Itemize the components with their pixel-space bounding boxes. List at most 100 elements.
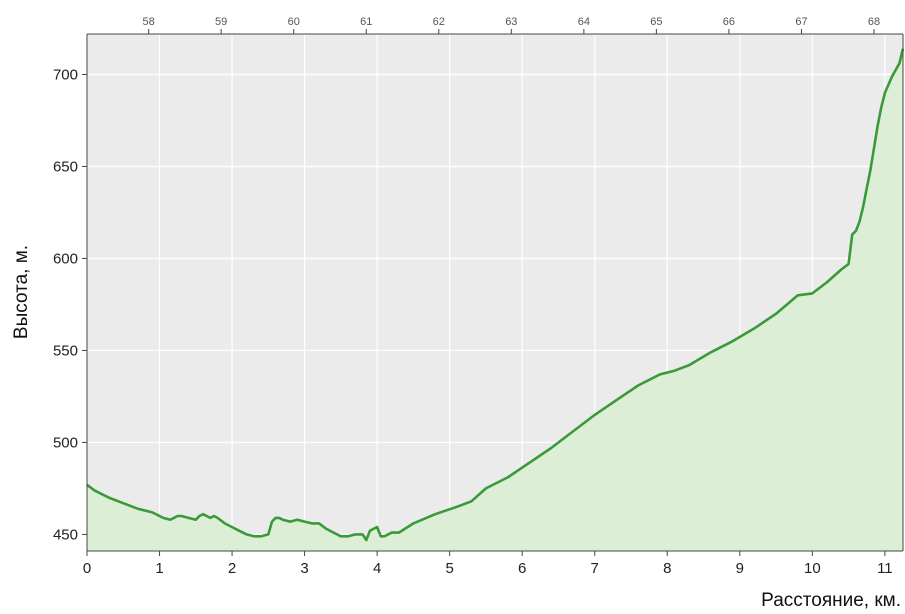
- data-point: [289, 520, 291, 522]
- data-point: [311, 522, 313, 524]
- top-tick-label: 66: [723, 16, 735, 28]
- data-point: [332, 531, 334, 533]
- data-point: [122, 502, 124, 504]
- data-point: [847, 263, 849, 265]
- top-tick-label: 68: [868, 16, 880, 28]
- data-point: [507, 476, 509, 478]
- data-point: [365, 539, 367, 541]
- y-tick-label: 450: [53, 526, 78, 543]
- data-point: [216, 517, 218, 519]
- data-point: [412, 522, 414, 524]
- data-point: [169, 519, 171, 521]
- x-tick-label: 4: [373, 560, 381, 577]
- y-tick-label: 500: [53, 434, 78, 451]
- y-axis-label: Высота, м.: [11, 245, 32, 339]
- data-point: [572, 430, 574, 432]
- data-point: [354, 533, 356, 535]
- data-point: [253, 535, 255, 537]
- data-point: [347, 535, 349, 537]
- data-point: [673, 370, 675, 372]
- data-point: [180, 515, 182, 517]
- top-tick-label: 64: [578, 16, 590, 28]
- data-point: [198, 515, 200, 517]
- data-point: [361, 533, 363, 535]
- x-tick-label: 3: [300, 560, 308, 577]
- data-point: [775, 313, 777, 315]
- data-point: [267, 533, 269, 535]
- top-tick-label: 61: [360, 16, 372, 28]
- data-point: [753, 327, 755, 329]
- data-point: [93, 489, 95, 491]
- data-point: [213, 515, 215, 517]
- data-point: [876, 125, 878, 127]
- data-point: [398, 531, 400, 533]
- data-point: [880, 106, 882, 108]
- data-point: [637, 384, 639, 386]
- top-tick-label: 63: [505, 16, 517, 28]
- data-point: [376, 526, 378, 528]
- data-point: [873, 147, 875, 149]
- data-point: [224, 522, 226, 524]
- data-point: [615, 399, 617, 401]
- data-point: [456, 506, 458, 508]
- data-point: [187, 517, 189, 519]
- data-point: [100, 493, 102, 495]
- top-axis-ticks: 58 59 60 61 62 63 64 65 66 67 68: [143, 16, 880, 34]
- data-point: [869, 169, 871, 171]
- data-point: [380, 535, 382, 537]
- top-tick-label: 59: [215, 16, 227, 28]
- x-axis-ticks: 0 1 2 3 4 5 6 7 8 9 10 11: [83, 551, 893, 577]
- data-point: [862, 206, 864, 208]
- data-point: [325, 528, 327, 530]
- top-tick-label: 65: [650, 16, 662, 28]
- data-point: [594, 414, 596, 416]
- data-point: [108, 496, 110, 498]
- data-point: [282, 519, 284, 521]
- data-point: [372, 528, 374, 530]
- x-axis-label: Расстояние, км.: [761, 590, 901, 611]
- data-point: [898, 62, 900, 64]
- data-point: [688, 364, 690, 366]
- data-point: [485, 487, 487, 489]
- data-point: [470, 500, 472, 502]
- data-point: [238, 530, 240, 532]
- data-point: [891, 75, 893, 77]
- data-point: [858, 221, 860, 223]
- data-point: [866, 187, 868, 189]
- data-point: [434, 513, 436, 515]
- x-tick-label: 11: [877, 560, 893, 577]
- elevation-area: [87, 48, 903, 551]
- data-point: [195, 519, 197, 521]
- elevation-line: [86, 48, 905, 542]
- x-tick-label: 9: [736, 560, 744, 577]
- data-point: [851, 233, 853, 235]
- data-point: [797, 294, 799, 296]
- data-point: [390, 531, 392, 533]
- y-axis-ticks: 450 500 550 600 650 700: [53, 66, 87, 543]
- data-point: [550, 447, 552, 449]
- data-point: [884, 92, 886, 94]
- y-tick-label: 600: [53, 250, 78, 267]
- data-point: [855, 230, 857, 232]
- x-tick-label: 10: [804, 560, 821, 577]
- data-point: [369, 530, 371, 532]
- top-tick-label: 67: [795, 16, 807, 28]
- data-point: [260, 535, 262, 537]
- data-point: [528, 462, 530, 464]
- y-tick-label: 650: [53, 158, 78, 175]
- top-tick-label: 62: [433, 16, 445, 28]
- x-tick-label: 2: [228, 560, 236, 577]
- data-point: [137, 508, 139, 510]
- data-point: [209, 517, 211, 519]
- data-point: [840, 268, 842, 270]
- data-point: [202, 513, 204, 515]
- x-tick-label: 8: [663, 560, 671, 577]
- data-point: [826, 281, 828, 283]
- data-point: [177, 515, 179, 517]
- data-point: [811, 292, 813, 294]
- y-tick-label: 550: [53, 342, 78, 359]
- data-point: [303, 520, 305, 522]
- top-tick-label: 60: [288, 16, 300, 28]
- data-point: [274, 517, 276, 519]
